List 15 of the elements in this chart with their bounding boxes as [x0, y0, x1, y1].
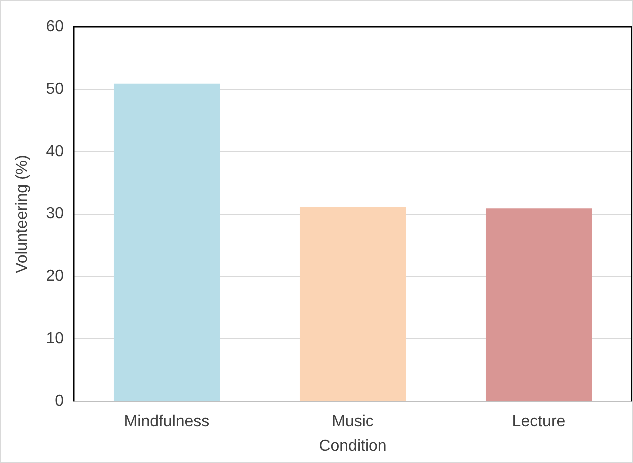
y-tick-label: 10 — [46, 330, 64, 348]
y-tick-label: 20 — [46, 268, 64, 286]
y-axis-title: Volunteering (%) — [14, 155, 32, 274]
y-tick-label: 60 — [46, 18, 64, 36]
y-tick-label: 0 — [55, 393, 64, 410]
bar — [300, 207, 406, 402]
bar — [486, 208, 592, 402]
bar — [114, 84, 220, 402]
x-tick-label: Lecture — [512, 414, 566, 431]
y-tick-label: 40 — [46, 143, 64, 160]
y-tick-label: 30 — [46, 206, 64, 223]
x-tick-label: Music — [332, 414, 374, 431]
y-tick-label: 50 — [46, 80, 64, 98]
x-axis-title: Condition — [319, 438, 387, 455]
x-tick-label: Mindfulness — [124, 414, 210, 431]
